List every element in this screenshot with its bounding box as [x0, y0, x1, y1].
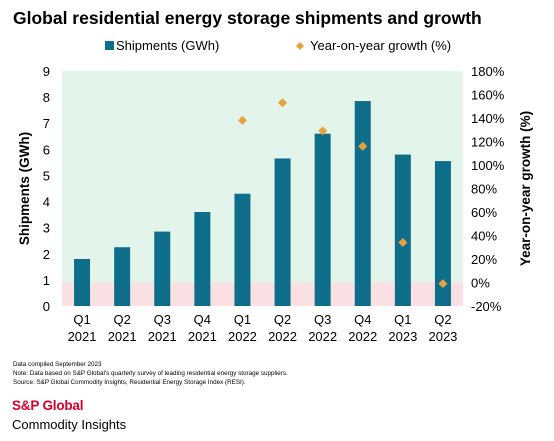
y-tick-label: 5 — [43, 168, 50, 183]
legend-diamond-swatch — [296, 42, 304, 50]
bar — [314, 133, 331, 306]
y2-tick-label: 20% — [471, 252, 497, 267]
footnote-source: Source: S&P Global Commodity Insights, R… — [13, 379, 246, 386]
y2-tick-label: 40% — [471, 229, 497, 244]
logo-sp-global: S&P Global — [12, 398, 84, 413]
x-tick-label-quarter: Q3 — [154, 312, 171, 327]
chart-title: Global residential energy storage shipme… — [13, 8, 482, 28]
y2-tick-label: 180% — [471, 64, 505, 79]
y2-axis-title: Year-on-year growth (%) — [518, 111, 533, 266]
bar — [394, 154, 411, 306]
legend-growth-label: Year-on-year growth (%) — [310, 38, 451, 53]
x-tick-label-year: 2022 — [268, 329, 297, 344]
y-tick-label: 9 — [43, 64, 50, 79]
y2-tick-label: 80% — [471, 182, 497, 197]
x-tick-label-year: 2022 — [228, 329, 257, 344]
x-tick-label-year: 2023 — [428, 329, 457, 344]
x-tick-label-quarter: Q1 — [234, 312, 251, 327]
x-tick-label-year: 2022 — [308, 329, 337, 344]
bar — [434, 161, 451, 306]
growth-point — [318, 126, 328, 136]
y2-tick-label: 100% — [471, 158, 505, 173]
y2-tick-label: -20% — [471, 299, 502, 314]
y-tick-label: 7 — [43, 116, 50, 131]
y2-tick-label: 160% — [471, 88, 505, 103]
growth-point — [278, 98, 288, 108]
y2-tick-label: 60% — [471, 205, 497, 220]
x-tick-label-quarter: Q4 — [194, 312, 211, 327]
bar — [74, 259, 91, 306]
x-tick-label-quarter: Q2 — [113, 312, 130, 327]
x-tick-label-quarter: Q1 — [394, 312, 411, 327]
legend-bar-label: Shipments (GWh) — [116, 38, 219, 53]
bar — [234, 193, 251, 306]
y-tick-label: 1 — [43, 273, 50, 288]
y2-tick-label: 120% — [471, 135, 505, 150]
growth-point — [438, 279, 448, 289]
bar — [154, 231, 171, 306]
bar — [194, 212, 211, 306]
bar — [274, 158, 291, 306]
x-tick-label-quarter: Q3 — [314, 312, 331, 327]
y2-tick-label: 140% — [471, 111, 505, 126]
chart: 0 1 2 3 4 5 6 7 8 9 -20% 0% 20% 40% 60% 80% 100% 120% 140%… — [17, 38, 533, 344]
growth-point — [398, 238, 408, 248]
bar — [114, 247, 131, 306]
y-axis-title: Shipments (GWh) — [17, 132, 32, 245]
x-tick-label-quarter: Q2 — [434, 312, 451, 327]
y2-tick-label: 0% — [471, 276, 490, 291]
growth-point — [358, 141, 368, 151]
x-tick-label-year: 2021 — [108, 329, 137, 344]
footnote-note: Note: Data based on S&P Global's quarter… — [13, 370, 288, 377]
footnote-compiled: Data compiled September 2023 — [13, 361, 102, 368]
y-tick-label: 6 — [43, 142, 50, 157]
x-tick-label-quarter: Q2 — [274, 312, 291, 327]
x-tick-label-year: 2021 — [68, 329, 97, 344]
legend-bar-swatch — [105, 41, 114, 50]
growth-point — [237, 115, 247, 125]
bar — [354, 101, 371, 307]
x-tick-label-year: 2022 — [348, 329, 377, 344]
x-tick-label-year: 2021 — [188, 329, 217, 344]
x-tick-label-year: 2021 — [148, 329, 177, 344]
y-tick-label: 4 — [43, 195, 50, 210]
x-tick-label-quarter: Q1 — [73, 312, 90, 327]
logo-commodity-insights: Commodity Insights — [12, 417, 127, 432]
y-tick-label: 3 — [43, 221, 50, 236]
y-tick-label: 0 — [43, 299, 50, 314]
y-tick-label: 2 — [43, 247, 50, 262]
x-tick-label-year: 2023 — [388, 329, 417, 344]
x-tick-label-quarter: Q4 — [354, 312, 371, 327]
y-tick-label: 8 — [43, 90, 50, 105]
